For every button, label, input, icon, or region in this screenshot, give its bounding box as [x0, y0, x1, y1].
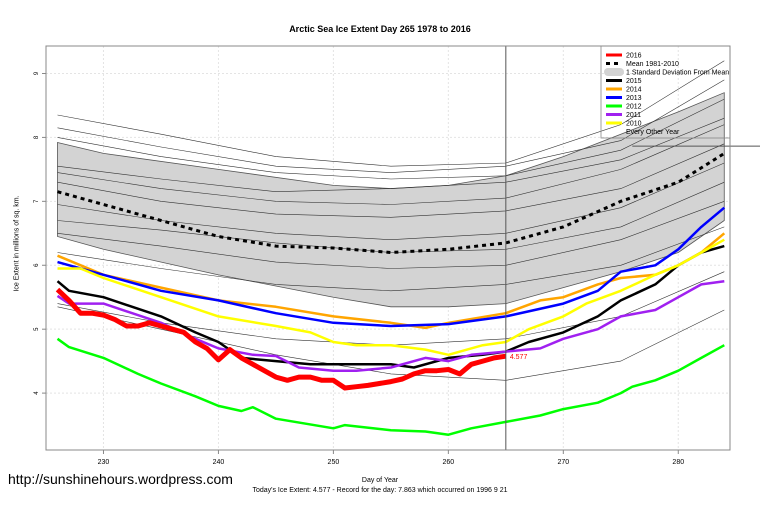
y-axis-label: Ice Extent in millions of sq. km.: [13, 195, 21, 292]
series-line-2013: [57, 206, 726, 328]
site-url: http://sunshinehours.wordpress.com: [8, 471, 233, 487]
y-tick-label: 4: [34, 391, 40, 395]
x-tick-label: 240: [213, 459, 225, 466]
x-tick-label: 270: [557, 459, 569, 466]
legend-label: 2016: [626, 53, 642, 60]
legend-label: 2014: [626, 87, 642, 94]
mean-line: [57, 152, 726, 255]
y-tick-label: 6: [34, 263, 40, 267]
series-line-2015: [56, 244, 725, 369]
legend-swatch: [604, 68, 624, 76]
legend-label: 2012: [626, 104, 642, 111]
legend-box: [600, 45, 731, 139]
x-tick-label: 230: [98, 459, 110, 466]
plot-frame: [45, 45, 731, 451]
x-tick-label: 280: [672, 459, 684, 466]
series-line-2010: [57, 238, 725, 357]
legend-label: Mean 1981-2010: [626, 61, 679, 68]
legend-label: 2011: [626, 112, 641, 119]
current-value-label: 4.577: [510, 354, 528, 361]
legend-label: 2013: [626, 95, 642, 102]
other-year-line: [57, 117, 725, 193]
y-tick-label: 5: [34, 327, 40, 331]
series-line-2012: [56, 337, 725, 436]
legend-label: 2015: [626, 78, 642, 85]
x-tick-label: 260: [443, 459, 455, 466]
other-year-line: [57, 124, 725, 205]
x-tick-label: 250: [328, 459, 340, 466]
series-line-2016: [55, 287, 507, 391]
legend-label: 2010: [626, 121, 642, 128]
other-year-line: [57, 306, 725, 381]
other-year-line: [57, 181, 725, 253]
other-year-line: [57, 79, 725, 173]
other-year-line: [57, 60, 725, 167]
chart-title: Arctic Sea Ice Extent Day 265 1978 to 20…: [289, 24, 471, 34]
std-deviation-band: [57, 92, 725, 308]
y-tick-label: 8: [34, 135, 40, 139]
other-year-line: [57, 98, 725, 180]
other-year-line: [57, 143, 725, 218]
legend-label: Every Other Year: [626, 129, 680, 136]
legend-label: 1 Standard Deviation From Mean: [626, 70, 729, 77]
y-tick-label: 9: [34, 71, 40, 75]
x-axis-label: Day of Year: [361, 477, 399, 484]
other-year-line: [57, 226, 725, 292]
y-tick-label: 7: [34, 199, 40, 203]
footer-text: Today's Ice Extent: 4.577 - Record for t…: [252, 487, 508, 494]
other-year-line: [57, 201, 725, 269]
